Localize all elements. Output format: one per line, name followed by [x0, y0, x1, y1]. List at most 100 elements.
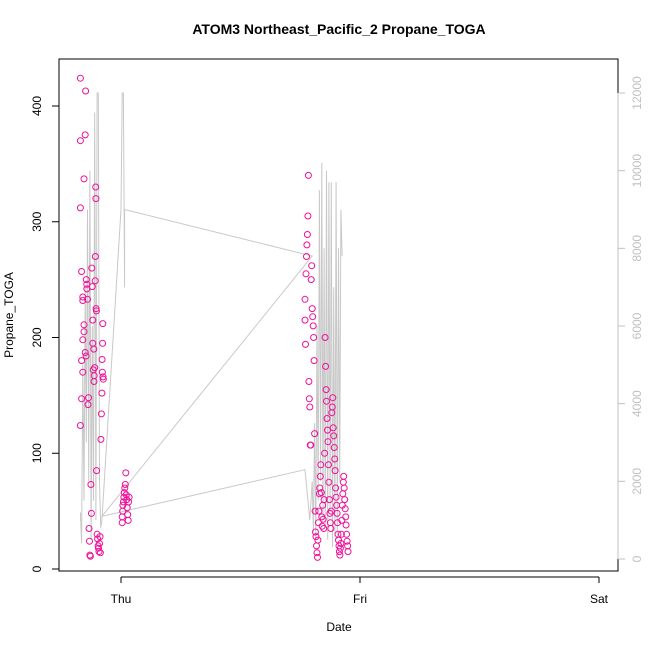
data-point: [304, 212, 312, 220]
data-point: [97, 435, 105, 443]
data-point: [327, 507, 335, 515]
data-point: [123, 496, 131, 504]
data-point: [344, 548, 352, 556]
data-point: [302, 270, 310, 278]
y2-tick-label: 0: [630, 555, 644, 562]
data-point: [325, 496, 333, 504]
data-point: [315, 507, 323, 515]
y2-tick-label: 8000: [630, 235, 644, 262]
data-point: [95, 548, 103, 556]
data-point: [330, 444, 338, 451]
chart-title: ATOM3 Northeast_Pacific_2 Propane_TOGA: [192, 21, 485, 37]
data-point: [313, 542, 320, 550]
data-point: [85, 394, 92, 402]
data-point: [314, 536, 322, 544]
data-point: [333, 509, 341, 517]
data-point: [99, 320, 107, 328]
data-point: [84, 401, 92, 409]
data-point: [301, 295, 309, 303]
data-point: [328, 403, 336, 411]
data-point: [90, 372, 98, 380]
data-point: [98, 389, 106, 397]
data-point: [319, 515, 327, 523]
y-tick-label: 0: [30, 565, 44, 572]
data-point: [88, 264, 96, 272]
data-point: [97, 410, 105, 418]
data-point: [313, 549, 321, 557]
data-point: [311, 507, 319, 515]
data-point: [332, 484, 340, 492]
data-point: [309, 313, 317, 321]
data-point: [76, 137, 84, 145]
data-point: [98, 368, 106, 376]
data-point: [92, 305, 100, 313]
data-point: [120, 489, 128, 497]
data-point: [314, 519, 322, 527]
data-point: [124, 516, 132, 524]
data-point: [80, 175, 88, 183]
data-point: [79, 336, 87, 344]
data-point: [331, 467, 339, 475]
data-point: [82, 87, 90, 95]
data-point: [80, 328, 88, 336]
data-point: [321, 334, 329, 341]
data-point: [332, 493, 340, 501]
data-point: [305, 378, 313, 385]
data-point: [340, 472, 348, 480]
data-point: [82, 276, 90, 284]
data-point: [305, 395, 313, 403]
data-point: [314, 553, 321, 561]
data-point: [124, 511, 132, 519]
data-point: [125, 493, 133, 501]
data-point: [301, 316, 309, 324]
data-point: [96, 540, 103, 547]
data-point: [84, 295, 91, 303]
y2-axis: 0 2000 4000 6000 8000 10000 12000: [617, 76, 644, 562]
data-point: [322, 386, 330, 394]
y2-tick-label: 4000: [630, 390, 644, 417]
y-tick-label: 200: [30, 327, 44, 347]
data-point: [312, 528, 319, 536]
data-point: [343, 530, 351, 538]
data-point: [310, 334, 318, 341]
data-point: [79, 297, 87, 304]
series-line-path: [79, 92, 343, 548]
data-point: [339, 490, 347, 498]
data-point: [96, 533, 104, 541]
data-point: [80, 321, 88, 329]
data-point: [307, 441, 315, 449]
y-tick-label: 400: [30, 96, 44, 116]
x-tick-label: Fri: [353, 592, 367, 606]
data-point: [316, 484, 324, 492]
data-point: [329, 424, 337, 432]
data-point: [336, 551, 344, 559]
data-point: [337, 540, 345, 547]
data-point: [320, 525, 328, 532]
data-point: [78, 357, 86, 365]
data-point: [308, 305, 316, 313]
data-point: [327, 525, 335, 532]
data-point: [93, 467, 101, 475]
x-tick-label: Thu: [111, 592, 132, 606]
series-points: [76, 74, 352, 561]
y-axis-label: Propane_TOGA: [2, 272, 16, 358]
data-point: [78, 395, 86, 403]
data-point: [92, 195, 100, 203]
data-point: [76, 74, 84, 82]
data-point: [96, 549, 104, 557]
data-point: [81, 131, 89, 139]
data-point: [312, 533, 320, 541]
data-point: [88, 283, 96, 291]
data-point: [98, 356, 106, 363]
data-point: [324, 438, 332, 446]
data-point: [91, 253, 99, 260]
data-point: [78, 268, 86, 275]
data-point: [99, 339, 107, 347]
data-point: [79, 368, 87, 376]
data-point: [122, 469, 130, 477]
data-point: [310, 357, 318, 365]
data-point: [99, 373, 107, 381]
data-point: [86, 552, 94, 560]
data-point: [121, 481, 129, 488]
data-point: [340, 484, 348, 492]
